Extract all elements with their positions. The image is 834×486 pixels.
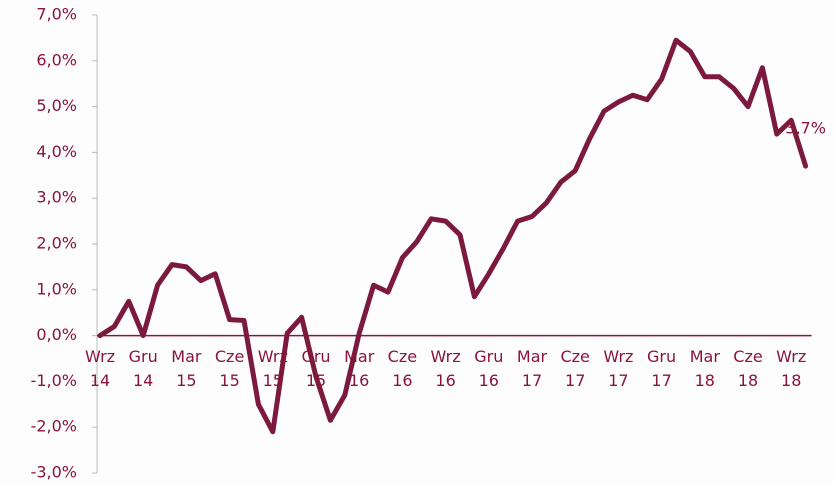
x-tick-label: Wrz 16	[430, 347, 461, 390]
x-tick-label: Gru 16	[474, 347, 504, 390]
series-line	[97, 37, 809, 435]
x-tick-label: Wrz 17	[603, 347, 634, 390]
x-tick-label: Cze 18	[733, 347, 763, 390]
x-tick-label: Gru 14	[128, 347, 158, 390]
x-tick-label: Cze 17	[560, 347, 590, 390]
x-tick-label: Wrz 18	[776, 347, 807, 390]
x-tick-label: Cze 15	[214, 347, 245, 390]
x-tick-label: Cze 16	[387, 347, 418, 390]
y-tick-label: 2,0%	[36, 234, 77, 253]
y-tick-label: 6,0%	[36, 50, 77, 69]
data-label: 3,7%	[785, 119, 826, 138]
y-tick-label: 5,0%	[36, 96, 77, 115]
y-tick-label: 4,0%	[36, 142, 77, 161]
x-tick-label: Mar 18	[689, 347, 720, 390]
y-tick-label: -2,0%	[31, 417, 77, 436]
y-tick-label: -1,0%	[31, 371, 77, 390]
y-tick-label: 1,0%	[36, 279, 77, 298]
x-tick-label: Mar 17	[516, 347, 548, 390]
y-tick-label: -3,0%	[31, 463, 77, 482]
x-tick-label: Gru 15	[301, 347, 331, 390]
x-tick-label: Mar 15	[171, 347, 202, 390]
y-tick-label: 7,0%	[36, 5, 77, 24]
x-tick-label: Wrz 15	[257, 347, 288, 390]
x-tick-label: Wrz 14	[84, 347, 116, 390]
x-tick-label: Mar 16	[344, 347, 375, 390]
x-tick-label: Gru 17	[647, 347, 677, 390]
y-tick-label: 3,0%	[36, 188, 77, 207]
y-tick-label: 0,0%	[36, 325, 77, 344]
